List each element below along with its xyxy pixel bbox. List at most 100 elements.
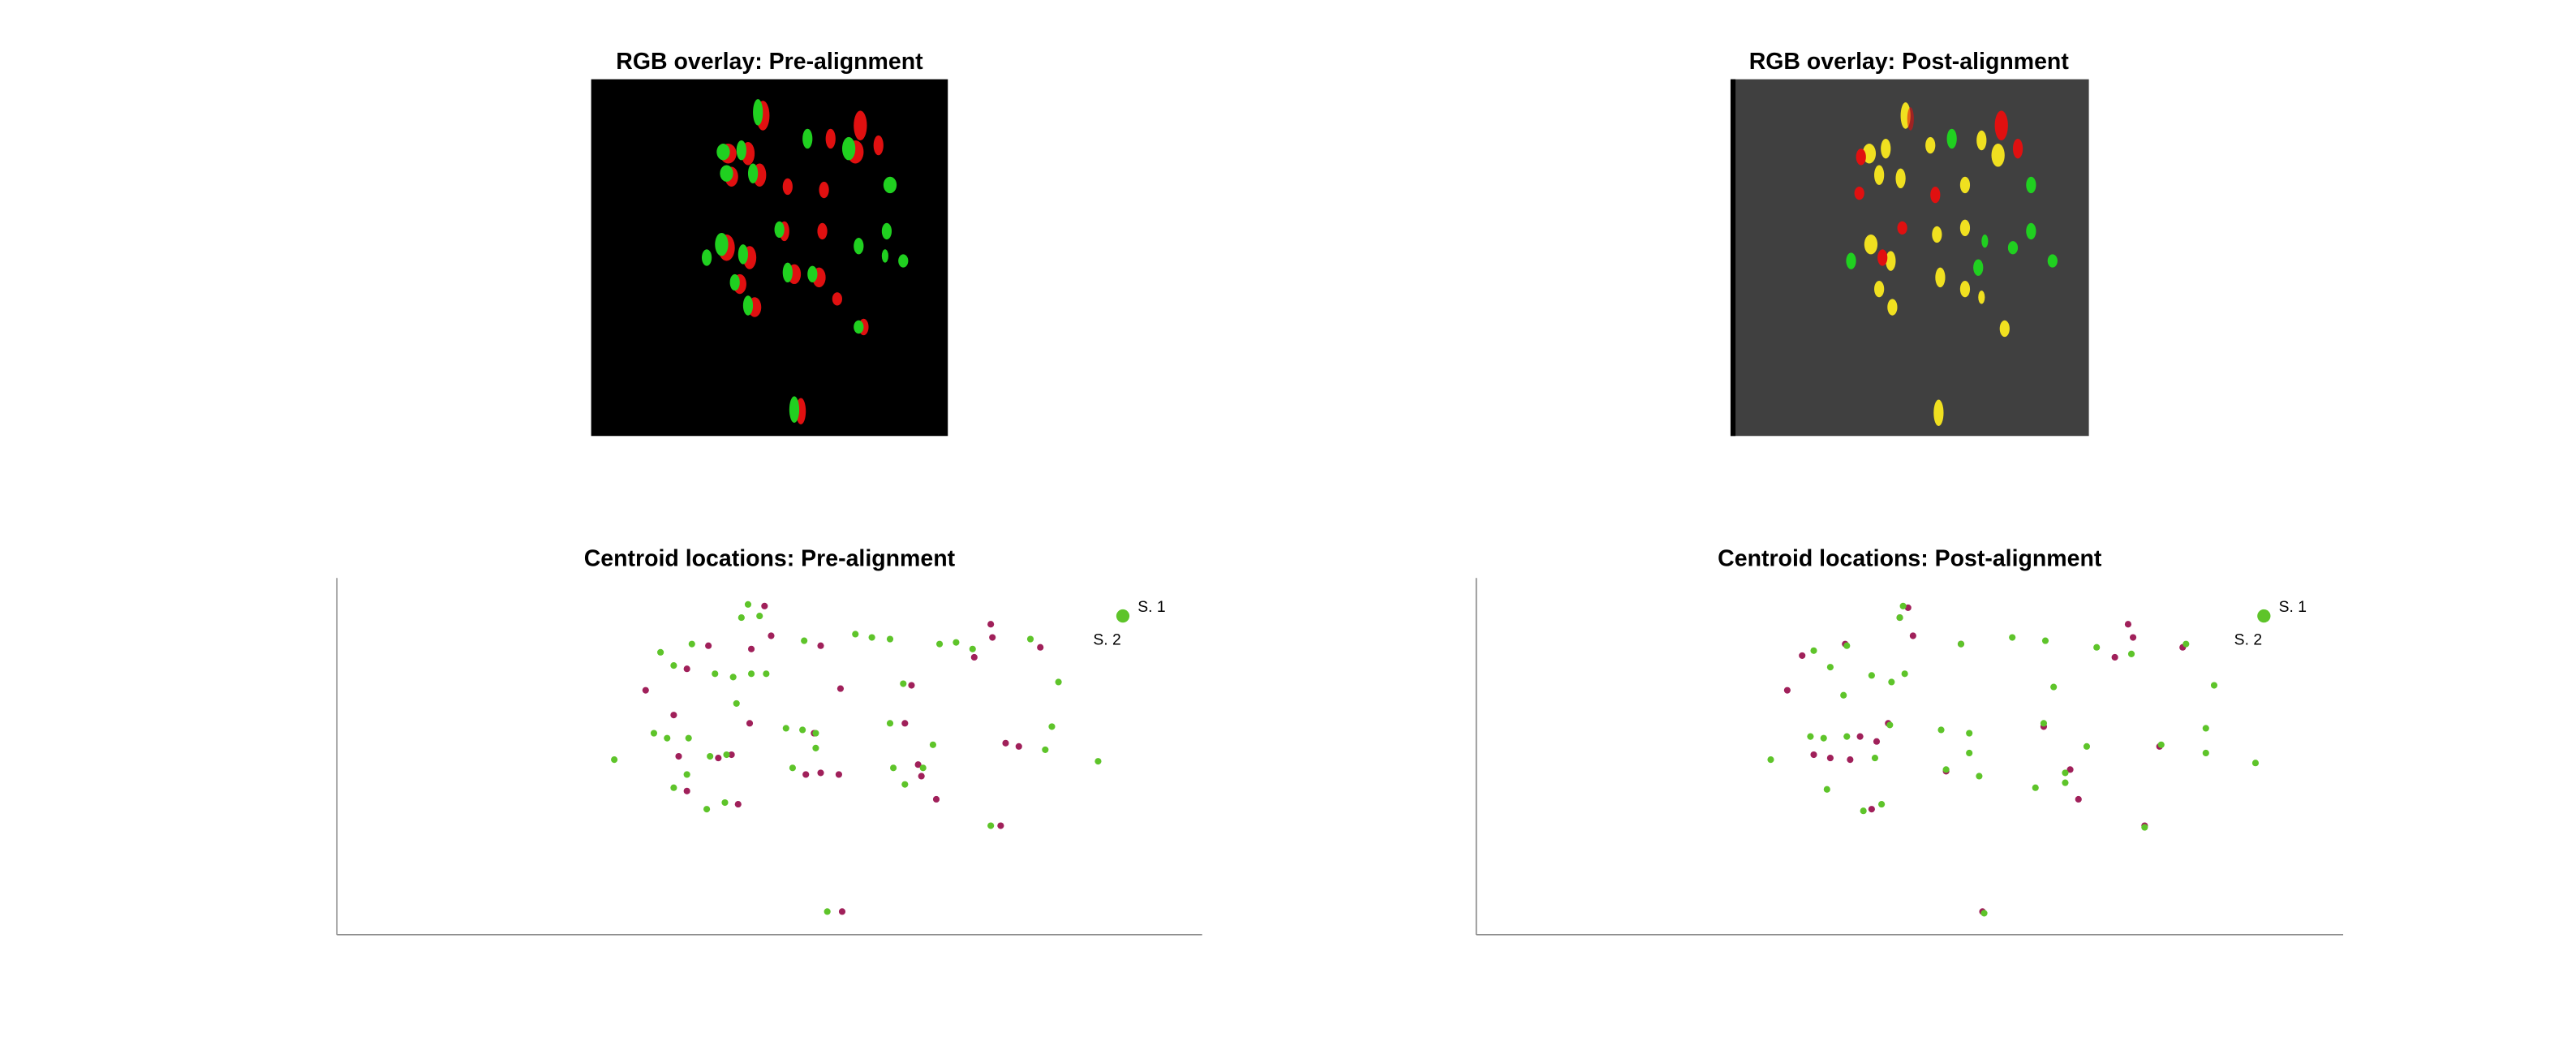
image-pre <box>591 79 948 437</box>
point <box>703 806 711 813</box>
legend-label: S. 2 <box>2234 632 2262 649</box>
point <box>1909 632 1916 639</box>
point <box>1799 652 1806 659</box>
point <box>1826 664 1834 671</box>
point <box>812 730 819 737</box>
chart-title: Centroid locations: Pre-alignment <box>584 545 956 571</box>
point <box>1868 806 1875 813</box>
image-background <box>591 79 948 437</box>
point <box>901 720 909 727</box>
point <box>2202 725 2209 732</box>
point <box>987 621 995 628</box>
point <box>1868 672 1875 679</box>
point <box>746 720 754 727</box>
point <box>1810 751 1817 759</box>
point <box>1026 635 1034 643</box>
point <box>908 682 915 689</box>
point <box>664 734 671 742</box>
point <box>721 798 729 807</box>
point <box>1042 746 1049 753</box>
image-blobs <box>1846 102 2058 427</box>
point <box>733 699 740 708</box>
point <box>738 614 745 622</box>
point <box>1048 723 1056 730</box>
point <box>650 730 658 737</box>
point <box>1957 640 1965 648</box>
point <box>2040 720 2048 727</box>
point <box>763 670 770 678</box>
point <box>712 670 719 678</box>
point <box>729 674 737 681</box>
point <box>734 800 742 808</box>
point <box>1888 678 1895 686</box>
point <box>728 751 735 759</box>
point <box>1871 755 1879 762</box>
point <box>1037 644 1044 651</box>
point <box>1901 670 1908 678</box>
point <box>1767 756 1774 764</box>
point <box>935 640 944 648</box>
point <box>836 685 845 692</box>
point <box>929 741 936 748</box>
point <box>835 771 842 778</box>
point <box>1843 642 1851 649</box>
point <box>1886 721 1894 729</box>
point <box>1966 730 1973 737</box>
point <box>2129 634 2137 641</box>
point <box>1942 766 1950 773</box>
image-post <box>1730 79 2089 437</box>
point <box>1976 773 1983 780</box>
point <box>1826 755 1834 762</box>
image-edge <box>1730 79 1736 437</box>
point <box>2183 640 2190 648</box>
point <box>1820 734 1827 742</box>
point <box>756 613 763 620</box>
point <box>2202 749 2209 757</box>
point <box>989 634 996 641</box>
point <box>1843 733 1851 740</box>
point <box>886 635 894 643</box>
point <box>2009 634 2016 641</box>
point <box>1873 738 1881 745</box>
point <box>2062 769 2069 777</box>
point <box>2141 824 2148 831</box>
point <box>802 771 810 778</box>
point <box>838 908 846 915</box>
point <box>2251 760 2260 767</box>
point <box>2032 784 2039 791</box>
point <box>688 640 695 648</box>
point <box>2111 653 2118 661</box>
point <box>683 787 690 794</box>
point <box>683 665 690 673</box>
point <box>744 600 752 608</box>
legend-label: S. 1 <box>2279 599 2307 616</box>
point <box>953 639 960 646</box>
point <box>799 726 806 734</box>
point <box>611 756 618 764</box>
point <box>852 631 859 638</box>
point <box>2127 650 2135 657</box>
point <box>932 795 940 803</box>
point <box>817 769 824 777</box>
point <box>657 648 664 656</box>
point <box>2083 743 2091 750</box>
point <box>2124 621 2132 628</box>
point <box>768 632 775 639</box>
point <box>1015 743 1022 750</box>
point <box>987 822 995 829</box>
image-blobs <box>701 99 909 425</box>
point <box>1840 691 1847 699</box>
point <box>969 645 976 652</box>
point <box>670 662 677 669</box>
point <box>705 642 712 649</box>
point <box>1856 733 1864 740</box>
point <box>782 725 789 732</box>
point <box>868 634 875 641</box>
point <box>761 602 768 609</box>
point <box>970 653 978 661</box>
point <box>642 687 649 694</box>
point <box>670 712 677 719</box>
point <box>685 734 692 742</box>
